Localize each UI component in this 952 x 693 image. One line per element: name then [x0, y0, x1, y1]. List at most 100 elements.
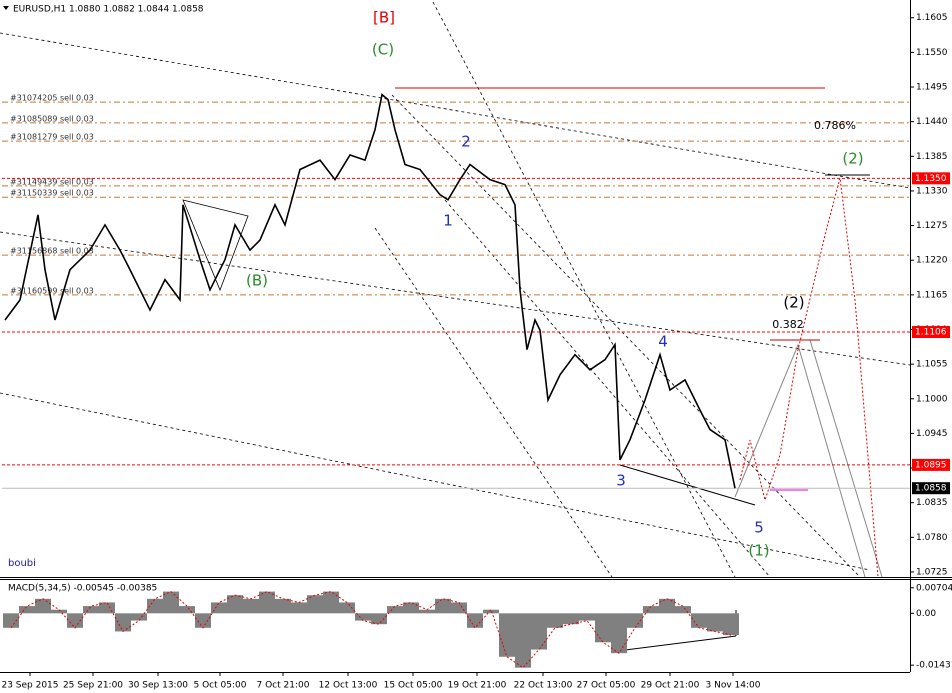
y-tick-label: 1.1440 [916, 117, 948, 127]
macd-bar [595, 613, 611, 643]
x-tick-label: 15 Oct 05:00 [384, 681, 443, 691]
macd-bar [115, 613, 131, 632]
x-tick-label: 25 Sep 21:00 [63, 681, 123, 691]
macd-bar [323, 591, 339, 614]
macd-bar [227, 595, 243, 614]
projection [809, 339, 883, 578]
x-tick-label: 19 Oct 21:00 [448, 681, 507, 691]
divergence-line [619, 464, 756, 506]
macd-bar [515, 613, 531, 668]
order-label: #31074205 sell 0.03 [10, 94, 94, 103]
y-tick-label: 1.1605 [916, 13, 948, 23]
macd-tick-label: -0.01431 [916, 661, 952, 671]
macd-bar [483, 609, 499, 614]
y-tick-label: 1.1495 [916, 83, 948, 93]
macd-bar [451, 602, 467, 614]
wave-label: [B] [373, 9, 395, 27]
level-label: 1.0858 [915, 484, 947, 494]
macd-bar [675, 606, 691, 614]
macd-bar [243, 598, 259, 614]
macd-bar [307, 595, 323, 614]
x-tick-label: 27 Oct 05:00 [577, 681, 636, 691]
macd-bar [99, 602, 115, 614]
wave-label: 1 [443, 212, 453, 230]
y-tick-label: 1.1385 [916, 152, 948, 162]
wave-label: 2 [461, 133, 471, 151]
price-line [4, 93, 736, 489]
macd-bar [627, 613, 643, 628]
wave-label: (B) [246, 272, 268, 290]
wave-label: 0.382 [772, 318, 804, 331]
divergence-line [624, 635, 737, 651]
macd-bar [435, 598, 451, 614]
wave-label: (2) [842, 150, 863, 168]
x-tick-label: 12 Oct 13:00 [319, 681, 378, 691]
y-tick-label: 1.1000 [916, 394, 948, 404]
level-box [912, 482, 950, 495]
x-tick-label: 7 Oct 21:00 [257, 681, 310, 691]
macd-bar [531, 613, 547, 650]
macd-bar [467, 613, 483, 628]
x-tick-label: 29 Oct 21:00 [641, 681, 700, 691]
macd-bar [259, 591, 275, 614]
wave-label: 4 [658, 333, 668, 351]
order-label: #31150339 sell 0.03 [10, 189, 94, 198]
macd-bar [35, 598, 51, 614]
macd-bar [547, 613, 563, 628]
macd-bar [499, 613, 515, 657]
macd-bar [611, 613, 627, 654]
macd-tick-label: 0.00 [916, 609, 936, 619]
macd-bar [723, 613, 739, 636]
y-tick-label: 1.1165 [916, 290, 948, 300]
menu-arrow[interactable] [3, 6, 9, 10]
macd-bar [579, 613, 595, 621]
macd-bar [131, 613, 147, 621]
level-label: 1.0895 [915, 460, 947, 470]
x-tick-label: 22 Oct 13:00 [514, 681, 573, 691]
y-tick-label: 1.0945 [916, 429, 948, 439]
wave-label: (C) [372, 41, 394, 59]
macd-bar [691, 613, 707, 628]
macd-bar [371, 613, 387, 625]
x-tick-label: 5 Oct 05:00 [194, 681, 247, 691]
order-label: #31156868 sell 0.03 [10, 247, 94, 256]
y-tick-label: 1.0725 [916, 567, 948, 577]
macd-tick-label: 0.00704 [916, 583, 952, 593]
x-tick-label: 3 Nov 14:00 [706, 681, 761, 691]
macd-bar [211, 602, 227, 614]
wave-label: 3 [616, 472, 626, 490]
y-tick-label: 1.1055 [916, 360, 948, 370]
macd-bar [195, 613, 211, 628]
level-label: 1.1350 [915, 174, 947, 184]
level-label: 1.1106 [915, 328, 947, 338]
macd-bar [563, 613, 579, 625]
macd-bar [355, 613, 371, 621]
macd-bar [643, 606, 659, 614]
y-tick-label: 1.1330 [916, 186, 948, 196]
trend-lines [0, 1, 911, 578]
wave-label: 5 [754, 519, 764, 537]
macd-title: MACD(5,34,5) -0.00545 -0.00385 [8, 584, 157, 594]
macd-bar [19, 606, 35, 614]
y-tick-label: 1.1550 [916, 48, 948, 58]
macd-bar [707, 613, 723, 632]
macd-bar [3, 613, 19, 628]
macd-bar [83, 606, 99, 614]
macd-bar [179, 606, 195, 614]
order-label: #31081279 sell 0.03 [10, 133, 94, 142]
macd-bar [147, 598, 163, 614]
wave-label: (2) [783, 294, 804, 312]
y-tick-label: 1.1220 [916, 256, 948, 266]
x-tick-label: 23 Sep 2015 [1, 681, 58, 691]
projection [739, 177, 879, 578]
macd-bar [275, 598, 291, 614]
macd-bar [291, 602, 307, 614]
y-tick-label: 1.0780 [916, 533, 948, 543]
x-tick-label: 30 Sep 13:00 [128, 681, 188, 691]
macd-bar [387, 606, 403, 614]
macd-bar [67, 613, 83, 628]
wave-label: 0.786% [814, 119, 856, 132]
macd-bar [339, 602, 355, 614]
macd-bar [403, 602, 419, 614]
